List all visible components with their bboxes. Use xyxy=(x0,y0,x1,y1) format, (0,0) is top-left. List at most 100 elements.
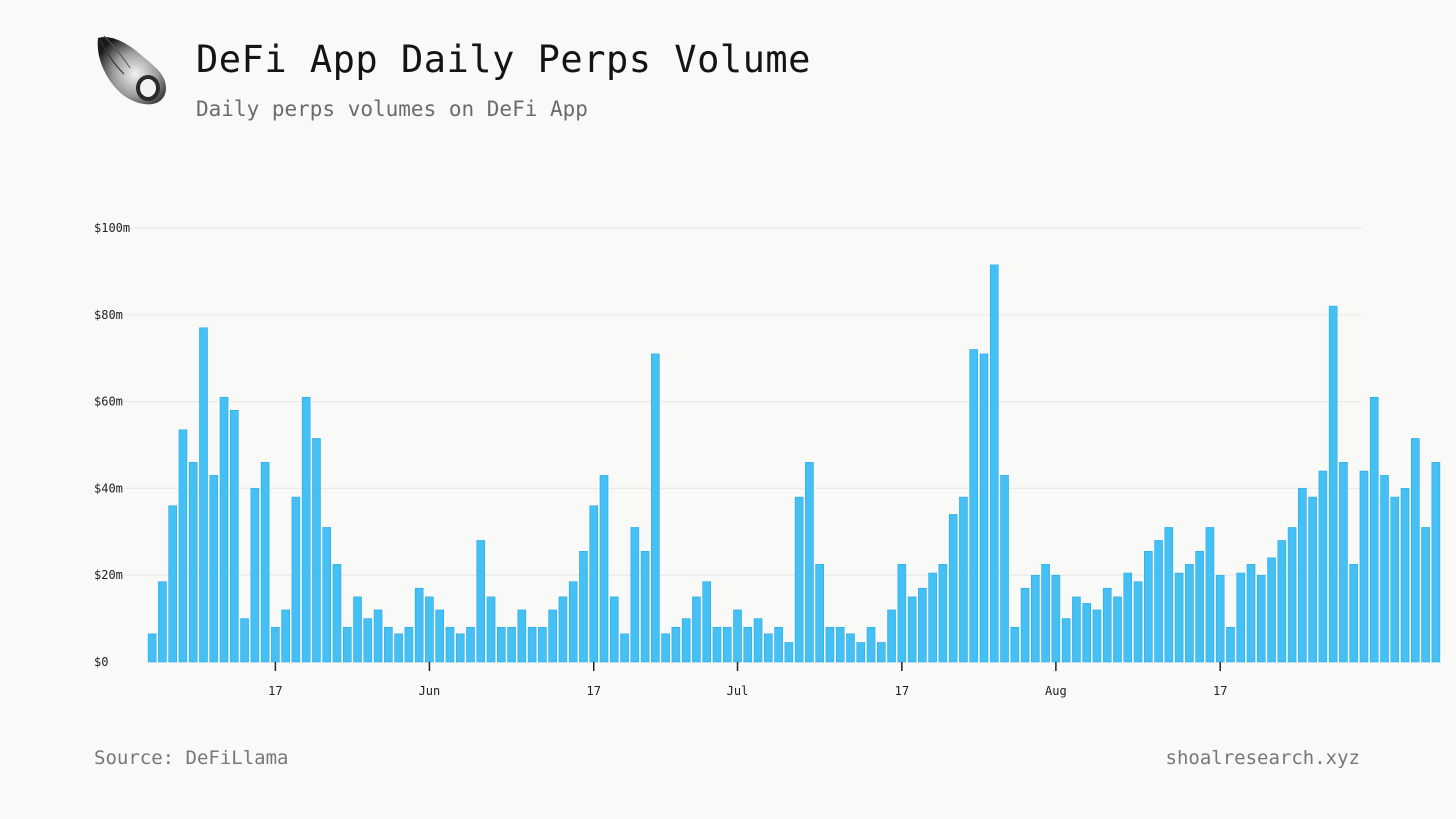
bar xyxy=(733,609,742,663)
bar xyxy=(1411,438,1420,663)
bar xyxy=(455,633,465,663)
y-tick-label: $0 xyxy=(94,655,108,669)
bar xyxy=(764,633,773,663)
y-tick-label: $100m xyxy=(94,221,130,235)
bar xyxy=(753,618,763,663)
y-tick-label: $40m xyxy=(94,481,123,495)
bar xyxy=(681,618,691,663)
bar xyxy=(1072,596,1081,663)
bar xyxy=(722,626,732,663)
bar xyxy=(805,462,814,663)
bar xyxy=(1113,596,1122,663)
bar xyxy=(661,633,670,663)
seashell-logo-icon xyxy=(92,32,170,110)
bar xyxy=(1246,564,1256,663)
bar xyxy=(1236,572,1246,663)
bar xyxy=(1164,527,1174,663)
bar xyxy=(1195,551,1204,663)
x-axis: 17 Jun 17 Jul 17 Aug 17 xyxy=(268,662,1227,698)
bar xyxy=(404,626,414,663)
bar xyxy=(1287,527,1297,663)
x-tick-label: 17 xyxy=(587,684,601,698)
bar xyxy=(1339,462,1348,663)
source-label: Source: DeFiLlama xyxy=(94,747,289,769)
page-title: DeFi App Daily Perps Volume xyxy=(196,38,811,81)
site-label: shoalresearch.xyz xyxy=(1165,747,1360,769)
bar xyxy=(856,642,866,663)
bar xyxy=(835,626,845,663)
x-tick-label: Jun xyxy=(419,684,441,698)
bar xyxy=(1380,475,1389,663)
bar xyxy=(353,596,362,663)
bar xyxy=(979,353,989,663)
bar xyxy=(918,587,927,663)
bar xyxy=(466,626,475,663)
bar xyxy=(702,581,712,663)
bar xyxy=(1308,496,1317,663)
bar xyxy=(271,626,280,663)
bar xyxy=(445,626,455,663)
bar xyxy=(1215,574,1225,663)
bar xyxy=(425,596,434,663)
bar xyxy=(312,438,321,663)
bar xyxy=(1369,396,1379,663)
bar xyxy=(1226,626,1235,663)
bar xyxy=(815,564,824,663)
bar xyxy=(497,626,506,663)
bar xyxy=(743,626,753,663)
bar xyxy=(476,540,486,663)
bar xyxy=(260,462,270,663)
page-subtitle: Daily perps volumes on DeFi App xyxy=(196,97,588,121)
bar xyxy=(630,527,640,663)
bar xyxy=(147,633,157,663)
bar xyxy=(363,618,373,663)
bar xyxy=(1051,574,1061,663)
bar xyxy=(692,596,701,663)
bar xyxy=(1092,609,1102,663)
bar xyxy=(435,609,444,663)
bar xyxy=(1359,470,1369,663)
bar xyxy=(1431,462,1441,663)
bar xyxy=(178,429,188,663)
bar xyxy=(1102,587,1112,663)
bar xyxy=(1144,551,1153,663)
bar xyxy=(1205,527,1215,663)
bar xyxy=(774,626,783,663)
bar xyxy=(527,626,537,663)
bar xyxy=(342,626,352,663)
bar xyxy=(866,626,876,663)
bar xyxy=(1174,572,1184,663)
bar xyxy=(620,633,629,663)
bar xyxy=(876,642,886,663)
bar xyxy=(373,609,383,663)
bar xyxy=(1349,564,1359,663)
bar xyxy=(1082,603,1091,663)
bar xyxy=(301,396,311,663)
bar xyxy=(1154,540,1163,663)
bar xyxy=(1000,475,1009,663)
x-tick-label: Jul xyxy=(727,684,749,698)
bar xyxy=(599,475,609,663)
bar xyxy=(640,551,650,663)
bar xyxy=(219,396,229,663)
bar xyxy=(784,642,794,663)
bar xyxy=(158,581,167,663)
bar xyxy=(548,609,557,663)
bars xyxy=(147,264,1441,663)
bar xyxy=(589,505,599,663)
bar xyxy=(887,609,896,663)
bar xyxy=(989,264,999,663)
bar xyxy=(651,353,660,663)
bar xyxy=(538,626,547,663)
bar xyxy=(384,626,393,663)
x-tick-label: Aug xyxy=(1045,684,1067,698)
bar xyxy=(1133,581,1143,663)
bar xyxy=(1010,626,1020,663)
bar xyxy=(969,349,979,663)
bar xyxy=(671,626,681,663)
bar xyxy=(229,409,239,663)
bar xyxy=(1277,540,1287,663)
bar xyxy=(1390,496,1400,663)
bar xyxy=(1421,527,1430,663)
